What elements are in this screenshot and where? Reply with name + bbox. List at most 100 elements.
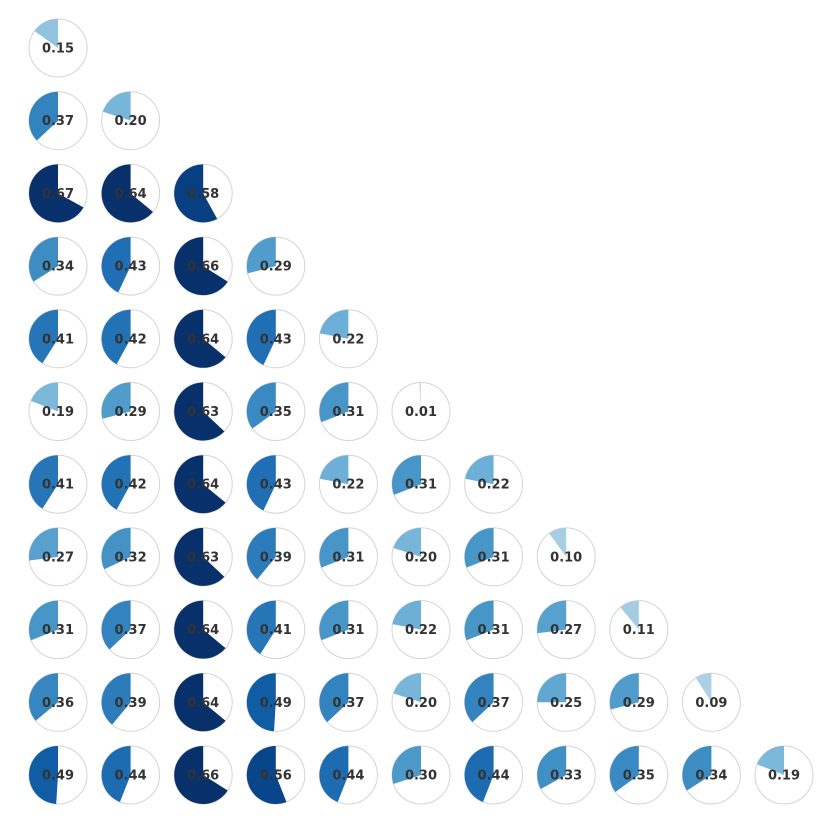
pie-wedge <box>103 91 131 121</box>
pie-cell-r3-c2: 0.64 <box>101 163 161 223</box>
pie-value-label: 0.35 <box>623 769 655 784</box>
pie-wedge <box>465 455 494 485</box>
pie-cell-r4-c1: 0.34 <box>28 236 88 296</box>
pie-value-label: 0.56 <box>260 769 292 784</box>
pie-wedge <box>174 382 225 441</box>
pie-value-label: 0.64 <box>115 187 147 202</box>
pie-value-label: 0.37 <box>115 623 147 638</box>
pie-cell-r9-c1: 0.31 <box>28 600 88 660</box>
pie-wedge <box>29 746 58 804</box>
pie-cell-r11-c3: 0.66 <box>173 745 233 805</box>
pie-cell-r6-c2: 0.29 <box>101 382 161 441</box>
pie-value-label: 0.43 <box>260 332 292 347</box>
pie-value-label: 0.44 <box>115 769 147 784</box>
pie-wedge <box>393 673 421 703</box>
pie-value-label: 0.41 <box>260 623 292 638</box>
pie-cell-r9-c8: 0.27 <box>536 600 596 660</box>
pie-cell-r11-c5: 0.44 <box>318 745 378 805</box>
pie-value-label: 0.37 <box>332 696 364 711</box>
pie-value-label: 0.37 <box>478 696 510 711</box>
pie-value-label: 0.41 <box>42 332 74 347</box>
pie-wedge <box>174 527 225 586</box>
pie-wedge <box>101 527 131 570</box>
pie-value-label: 0.43 <box>260 478 292 493</box>
pie-wedge <box>464 527 494 568</box>
pie-value-label: 0.01 <box>405 405 437 420</box>
pie-wedge <box>29 91 58 141</box>
pie-cell-r9-c3: 0.64 <box>173 600 233 660</box>
pie-cell-r11-c1: 0.49 <box>28 745 88 805</box>
pie-value-label: 0.31 <box>332 550 364 565</box>
pie-value-label: 0.20 <box>405 550 437 565</box>
pie-cell-r5-c2: 0.42 <box>101 309 161 369</box>
pie-wedge <box>537 673 567 703</box>
pie-wedge <box>174 455 226 514</box>
pie-cell-r7-c2: 0.42 <box>101 454 161 514</box>
pie-value-label: 0.10 <box>550 550 582 565</box>
pie-value-label: 0.42 <box>115 332 147 347</box>
pie-cell-r10-c7: 0.37 <box>464 672 524 732</box>
pie-cell-r9-c2: 0.37 <box>101 600 161 660</box>
pie-cell-r9-c9: 0.11 <box>609 600 669 660</box>
pie-wedge <box>174 164 218 223</box>
pie-wedge <box>101 673 131 725</box>
pie-cell-r2-c2: 0.20 <box>101 91 161 151</box>
pie-cell-r9-c4: 0.41 <box>246 600 306 660</box>
pie-cell-r10-c10: 0.09 <box>681 672 741 732</box>
pie-wedge <box>101 455 131 510</box>
pie-cell-r7-c7: 0.22 <box>464 454 524 514</box>
pie-cell-r10-c9: 0.29 <box>609 672 669 732</box>
pie-value-label: 0.44 <box>332 769 364 784</box>
pie-wedge <box>319 600 349 641</box>
pie-cell-r7-c4: 0.43 <box>246 454 306 514</box>
pie-wedge <box>174 746 228 805</box>
pie-value-label: 0.31 <box>478 550 510 565</box>
pie-wedge <box>246 455 276 511</box>
pie-wedge <box>319 382 349 423</box>
pie-cell-r11-c7: 0.44 <box>464 745 524 805</box>
pie-value-label: 0.36 <box>42 696 74 711</box>
pie-wedge <box>609 673 639 710</box>
pie-cell-r6-c5: 0.31 <box>318 382 378 441</box>
pie-value-label: 0.42 <box>115 478 147 493</box>
pie-wedge <box>246 382 276 429</box>
pie-wedge <box>174 237 228 296</box>
pie-wedge <box>29 673 58 721</box>
pie-value-label: 0.63 <box>187 405 219 420</box>
pie-value-label: 0.33 <box>550 769 582 784</box>
pie-wedge <box>28 164 84 223</box>
pie-wedge <box>246 237 276 274</box>
pie-wedge <box>549 527 567 557</box>
pie-value-label: 0.22 <box>478 478 510 493</box>
pie-wedge <box>174 600 226 659</box>
pie-wedge <box>246 746 287 805</box>
pie-cell-r4-c2: 0.43 <box>101 236 161 296</box>
pie-wedge <box>682 746 712 791</box>
pie-cell-r11-c8: 0.33 <box>536 745 596 805</box>
pie-cell-r8-c6: 0.20 <box>391 527 451 587</box>
pie-cell-r8-c5: 0.31 <box>318 527 378 587</box>
pie-value-label: 0.64 <box>187 332 219 347</box>
pie-cell-r11-c6: 0.30 <box>391 745 451 805</box>
pie-wedge <box>464 673 494 723</box>
pie-value-label: 0.41 <box>42 478 74 493</box>
pie-cell-r5-c4: 0.43 <box>246 309 306 369</box>
pie-wedge <box>174 673 226 732</box>
pie-cell-r6-c4: 0.35 <box>246 382 306 441</box>
pie-value-label: 0.31 <box>478 623 510 638</box>
pie-wedge <box>31 382 58 412</box>
pie-wedge <box>537 746 567 789</box>
pie-wedge <box>174 309 226 368</box>
pie-wedge <box>393 527 421 557</box>
pie-cell-r7-c1: 0.41 <box>28 454 88 514</box>
pie-wedge <box>101 600 131 650</box>
pie-cell-r6-c6: 0.01 <box>391 382 451 441</box>
pie-wedge <box>537 600 567 634</box>
pie-cell-r11-c2: 0.44 <box>101 745 161 805</box>
pie-cell-r7-c5: 0.22 <box>318 454 378 514</box>
pie-wedge <box>391 455 421 495</box>
pie-value-label: 0.31 <box>405 478 437 493</box>
pie-value-label: 0.20 <box>115 114 147 129</box>
pie-wedge <box>609 746 639 793</box>
